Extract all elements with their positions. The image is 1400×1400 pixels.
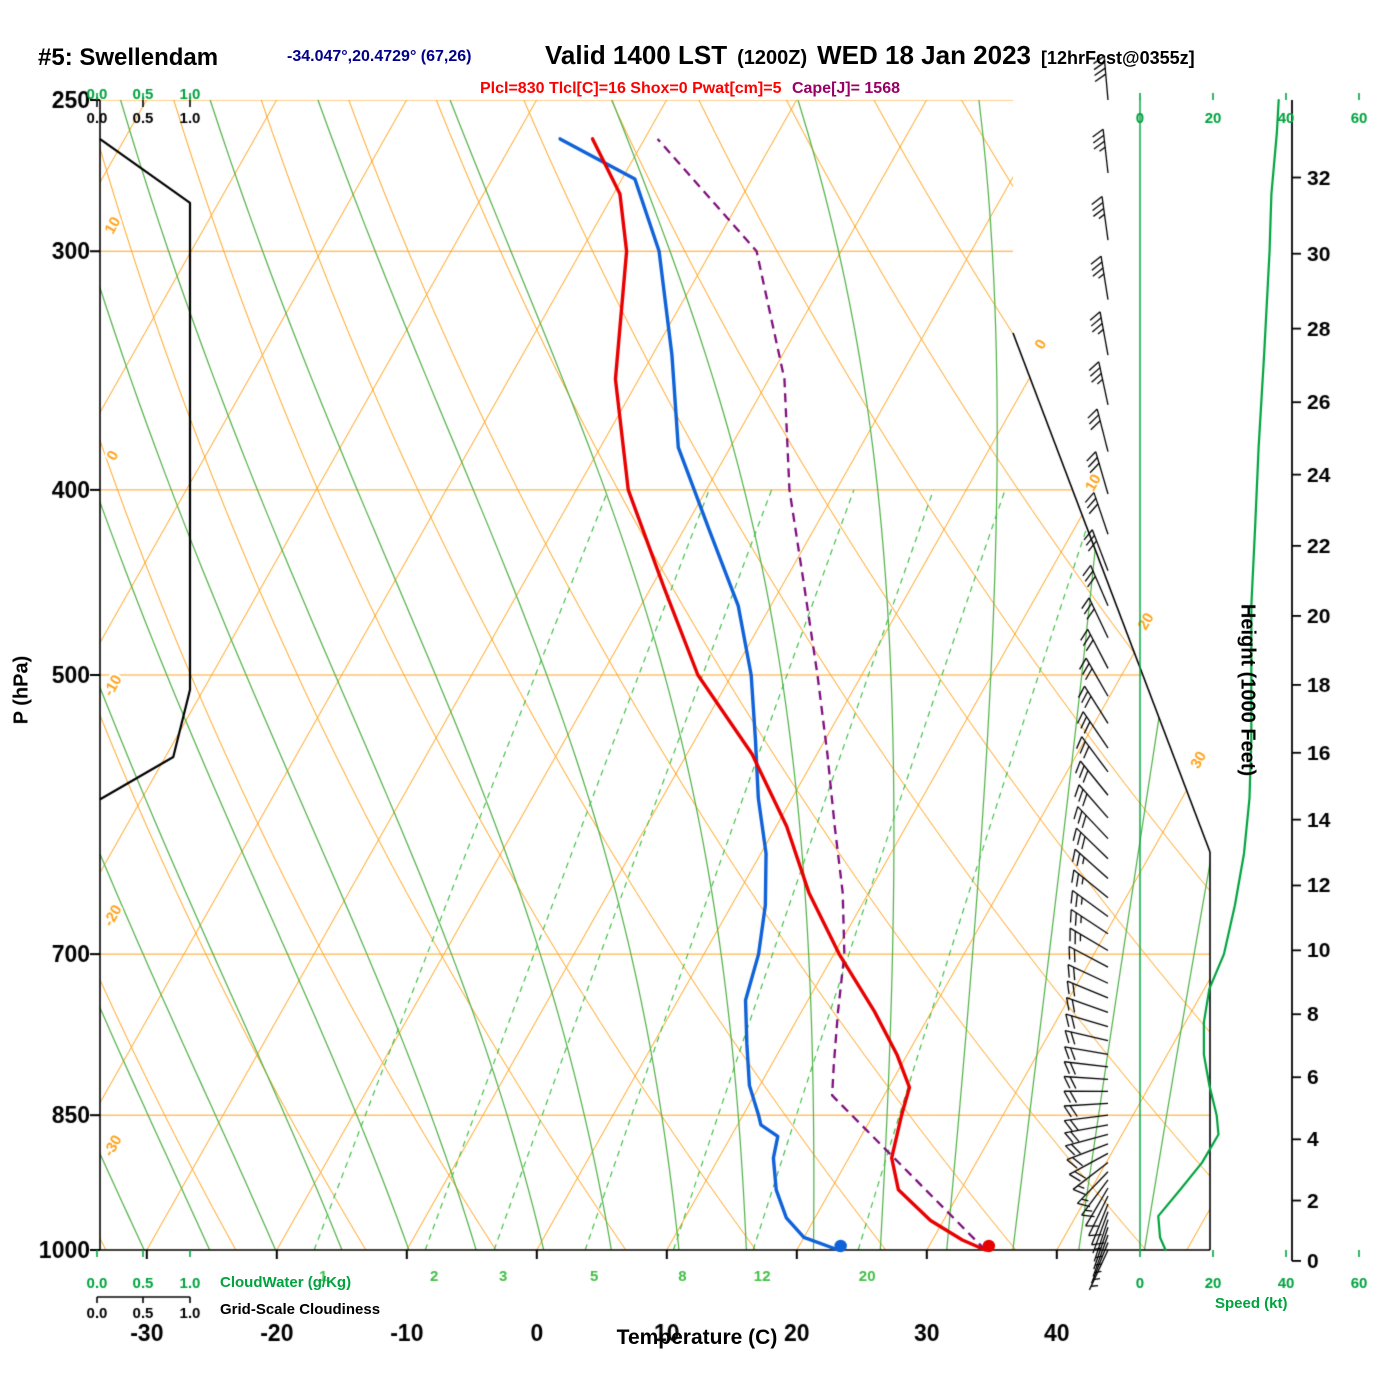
station-title: #5: Swellendam xyxy=(38,44,219,71)
forecast-tag: [12hrFcst@0355z] xyxy=(1041,48,1195,68)
pressure-axis-title: P (hPa) xyxy=(10,655,33,725)
cloudwater-scale-label: CloudWater (g/Kg) xyxy=(220,1274,352,1291)
valid-time: Valid 1400 LST xyxy=(545,40,728,70)
station-coordinates: -34.047°,20.4729° (67,26) xyxy=(287,48,472,65)
cape-text: Cape[J]= 1568 xyxy=(791,80,900,97)
valid-time-row: Valid 1400 LST (1200Z) WED 18 Jan 2023 [… xyxy=(545,40,1195,71)
speed-axis-label: Speed (kt) xyxy=(1215,1295,1288,1312)
height-axis-title: Height (1000 Feet) xyxy=(1236,603,1259,777)
cloudiness-scale-label: Grid-Scale Cloudiness xyxy=(220,1301,381,1318)
valid-date: WED 18 Jan 2023 xyxy=(817,40,1032,70)
valid-zulu: (1200Z) xyxy=(737,47,808,69)
temperature-axis-title: Temperature (C) xyxy=(616,1326,778,1349)
stability-indices: Plcl=830 Tlcl[C]=16 Shox=0 Pwat[cm]=5 Ca… xyxy=(480,80,900,98)
indices-text: Plcl=830 Tlcl[C]=16 Shox=0 Pwat[cm]=5 xyxy=(480,80,782,97)
